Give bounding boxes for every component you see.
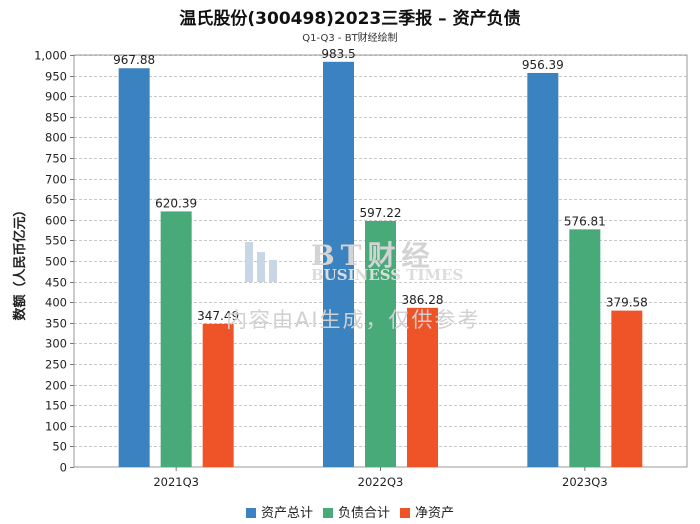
watermark-logo: BT财经 BUSINESS TIMES xyxy=(245,238,465,288)
bar xyxy=(203,324,234,467)
y-tick-label: 400 xyxy=(45,296,67,310)
chart-legend: 资产总计 负债合计 净资产 xyxy=(0,502,700,521)
y-axis-label: 数额（人民币亿元） xyxy=(12,203,28,320)
y-tick-label: 700 xyxy=(45,173,67,187)
legend-swatch xyxy=(323,508,333,518)
watermark-note: 内容由AI生成，仅供参考 xyxy=(226,304,481,334)
data-label: 620.39 xyxy=(155,196,197,210)
data-label: 956.39 xyxy=(522,58,564,72)
legend-label: 资产总计 xyxy=(261,506,313,521)
y-tick-label: 500 xyxy=(45,255,67,269)
legend-swatch xyxy=(246,508,256,518)
legend-label: 净资产 xyxy=(415,506,454,521)
data-label: 576.81 xyxy=(564,214,606,228)
legend-label: 负债合计 xyxy=(338,506,390,521)
bar xyxy=(161,211,192,467)
y-tick-label: 200 xyxy=(45,379,67,393)
y-tick-label: 950 xyxy=(45,70,67,84)
bar xyxy=(611,311,642,467)
y-tick-label: 1,000 xyxy=(34,49,67,63)
y-tick-label: 850 xyxy=(45,111,67,125)
data-label: 967.88 xyxy=(113,53,155,67)
data-label: 597.22 xyxy=(360,206,402,220)
watermark-brand-sub: BUSINESS TIMES xyxy=(311,266,463,284)
x-tick-label: 2022Q3 xyxy=(358,475,404,489)
legend-item[interactable]: 资产总计 xyxy=(246,502,313,521)
bar xyxy=(119,68,150,467)
y-tick-label: 550 xyxy=(45,234,67,248)
bt-logo-icon xyxy=(245,242,279,282)
y-tick-label: 0 xyxy=(60,461,67,475)
y-tick-label: 300 xyxy=(45,337,67,351)
y-tick-label: 650 xyxy=(45,193,67,207)
legend-item[interactable]: 负债合计 xyxy=(323,502,390,521)
y-tick-label: 50 xyxy=(52,440,67,454)
y-tick-label: 450 xyxy=(45,276,67,290)
x-tick-label: 2021Q3 xyxy=(153,475,199,489)
legend-item[interactable]: 净资产 xyxy=(400,502,454,521)
bar xyxy=(569,229,600,467)
y-tick-label: 900 xyxy=(45,90,67,104)
data-label: 379.58 xyxy=(606,296,648,310)
y-tick-label: 600 xyxy=(45,214,67,228)
data-label: 983.5 xyxy=(321,47,355,61)
y-tick-label: 150 xyxy=(45,399,67,413)
x-tick-label: 2023Q3 xyxy=(562,475,608,489)
y-tick-label: 800 xyxy=(45,131,67,145)
legend-swatch xyxy=(400,508,410,518)
y-tick-label: 100 xyxy=(45,420,67,434)
y-tick-label: 750 xyxy=(45,152,67,166)
bar xyxy=(527,73,558,467)
y-tick-label: 250 xyxy=(45,358,67,372)
y-tick-label: 350 xyxy=(45,317,67,331)
